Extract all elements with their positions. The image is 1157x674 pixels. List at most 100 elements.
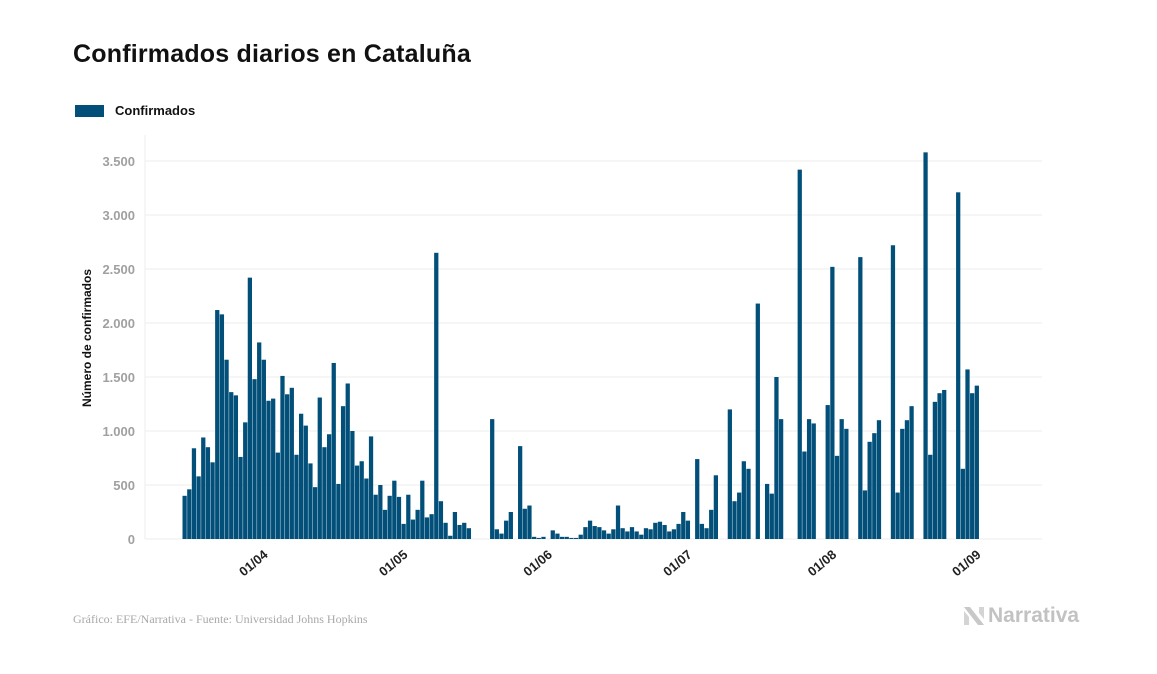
- bar: [340, 406, 346, 539]
- bar: [583, 527, 588, 539]
- y-axis-label: Número de confirmados: [80, 269, 94, 407]
- bar: [452, 512, 458, 539]
- bar: [224, 359, 229, 539]
- bar: [555, 533, 560, 539]
- bar: [299, 413, 304, 539]
- bar: [900, 428, 905, 539]
- bar: [606, 533, 611, 539]
- bar: [676, 523, 681, 539]
- legend-swatch: [75, 104, 104, 117]
- x-tick-label: 01/07: [660, 547, 695, 579]
- bar: [778, 419, 784, 539]
- bar: [518, 446, 523, 539]
- bar: [322, 447, 327, 539]
- bar: [294, 454, 299, 539]
- y-tick-label: 500: [113, 478, 135, 493]
- bar: [247, 277, 252, 539]
- bar: [746, 468, 751, 539]
- bar: [429, 514, 434, 539]
- bar: [457, 524, 462, 539]
- bar: [443, 522, 448, 539]
- bar: [289, 387, 294, 539]
- bar: [909, 406, 914, 539]
- bar: [261, 359, 266, 539]
- y-tick-label: 1.000: [102, 424, 135, 439]
- bar: [345, 383, 350, 539]
- bar: [629, 527, 635, 539]
- y-tick-label: 3.500: [102, 154, 135, 169]
- bar: [657, 521, 663, 539]
- bar: [354, 465, 360, 539]
- bar: [280, 375, 285, 539]
- bar: [522, 508, 527, 539]
- bar: [368, 436, 374, 539]
- bar: [592, 526, 597, 539]
- bar: [839, 419, 844, 539]
- brand-logo: Narrativa: [964, 604, 1079, 628]
- bar: [373, 494, 378, 539]
- bar: [806, 419, 812, 539]
- bar: [876, 420, 882, 539]
- bar: [275, 452, 280, 539]
- bar: [448, 535, 453, 539]
- bar: [942, 389, 947, 539]
- bar: [266, 400, 271, 539]
- bar: [923, 152, 928, 540]
- bar: [681, 512, 686, 539]
- y-tick-label: 2.500: [102, 262, 135, 277]
- bar: [336, 483, 341, 539]
- bar: [187, 489, 192, 539]
- x-tick-label: 01/05: [376, 547, 411, 579]
- bar: [490, 419, 495, 539]
- bar: [312, 487, 318, 539]
- bar: [830, 266, 835, 539]
- narrativa-logo-icon: [964, 607, 984, 625]
- legend: Confirmados: [75, 103, 195, 118]
- bar: [392, 480, 397, 539]
- y-axis-ticks: 0 500 1.000 1.500 2.000 2.500 3.000 3.500: [102, 154, 135, 547]
- bar: [895, 492, 900, 539]
- bar: [741, 461, 746, 539]
- bar: [620, 528, 625, 539]
- bar: [499, 533, 504, 539]
- y-tick-label: 2.000: [102, 316, 135, 331]
- bar: [215, 310, 220, 539]
- x-tick-label: 01/09: [949, 547, 984, 579]
- bar: [685, 520, 691, 539]
- bar: [401, 523, 406, 539]
- bar: [611, 529, 616, 539]
- bar: [797, 169, 802, 539]
- bar: [937, 393, 942, 539]
- bar: [671, 529, 677, 539]
- bar: [233, 395, 239, 539]
- bar: [308, 463, 313, 539]
- bar: [643, 528, 649, 539]
- bar: [890, 245, 896, 540]
- bar: [639, 534, 644, 539]
- chart-title: Confirmados diarios en Cataluña: [73, 40, 471, 68]
- bar: [527, 505, 532, 539]
- bar: [415, 509, 420, 539]
- bar: [858, 257, 863, 539]
- bar: [872, 433, 877, 539]
- bar: [191, 448, 197, 539]
- bar: [587, 520, 593, 539]
- bar: [271, 398, 276, 539]
- bar: [532, 536, 537, 539]
- bar: [709, 509, 714, 539]
- bar: [732, 501, 737, 539]
- bar: [802, 451, 807, 539]
- bar: [182, 495, 187, 539]
- bar: [378, 485, 383, 539]
- bar: [774, 377, 779, 539]
- bar: [462, 522, 467, 539]
- bar: [285, 394, 290, 539]
- bar: [727, 409, 732, 539]
- bar: [667, 531, 672, 539]
- bar: [974, 385, 979, 539]
- x-tick-label: 01/08: [805, 547, 840, 579]
- bar: [615, 505, 621, 539]
- bar: [755, 303, 760, 539]
- bar: [508, 512, 513, 539]
